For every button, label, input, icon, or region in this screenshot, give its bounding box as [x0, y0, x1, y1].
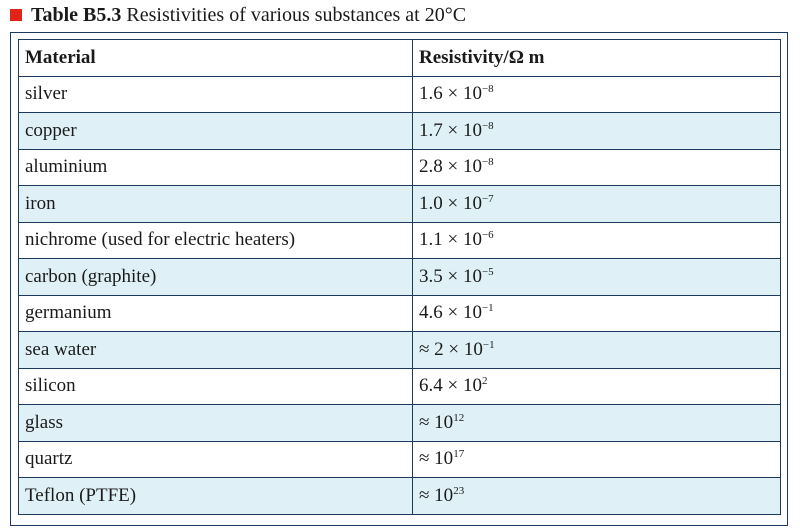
resistivity-cell: 1.6 × 10−8: [412, 75, 781, 113]
table-title: Resistivities of various substances at 2…: [126, 3, 467, 26]
resistivity-exponent: −6: [481, 229, 494, 242]
table-row: nichrome (used for electric heaters) 1.1 …: [18, 221, 781, 259]
resistivity-cell: ≈ 1023: [412, 477, 781, 515]
table-row: Teflon (PTFE) ≈ 1023: [18, 477, 781, 515]
resistivity-exponent: 12: [453, 411, 465, 424]
resistivity-value: 1.0 × 10: [419, 192, 482, 214]
resistivity-value: 4.6 × 10: [419, 302, 482, 324]
table-row: germanium 4.6 × 10−1: [18, 294, 781, 332]
resistivity-cell: 6.4 × 102: [412, 367, 781, 405]
material-cell: silver: [18, 75, 413, 113]
table-row: iron 1.0 × 10−7: [18, 185, 781, 223]
resistivity-exponent: 2: [481, 375, 488, 388]
material-cell: Teflon (PTFE): [18, 477, 413, 515]
table-caption: Table B5.3 Resistivities of various subs…: [10, 3, 466, 27]
resistivity-value: ≈ 10: [419, 448, 454, 470]
table-row: aluminium 2.8 × 10−8: [18, 148, 781, 186]
resistivity-table: Material Resistivity/Ω m silver 1.6 × 10−…: [18, 39, 781, 515]
resistivity-exponent: −8: [481, 119, 494, 132]
resistivity-exponent: 23: [453, 484, 465, 497]
resistivity-value: ≈ 10: [419, 411, 454, 433]
resistivity-cell: 1.1 × 10−6: [412, 221, 781, 259]
resistivity-value: ≈ 2 × 10: [419, 338, 483, 360]
resistivity-value: 1.6 × 10: [419, 83, 482, 105]
resistivity-cell: 1.0 × 10−7: [412, 185, 781, 223]
resistivity-exponent: −8: [481, 156, 494, 169]
material-cell: silicon: [18, 367, 413, 405]
material-cell: sea water: [18, 331, 413, 369]
material-cell: aluminium: [18, 148, 413, 186]
column-header-material: Material: [18, 39, 413, 77]
resistivity-cell: 2.8 × 10−8: [412, 148, 781, 186]
resistivity-cell: ≈ 1017: [412, 440, 781, 478]
column-header-resistivity: Resistivity/Ω m: [412, 39, 781, 77]
table-row: glass ≈ 1012: [18, 404, 781, 442]
table-row: silicon 6.4 × 102: [18, 367, 781, 405]
table-frame: Material Resistivity/Ω m silver 1.6 × 10−…: [10, 32, 788, 526]
resistivity-exponent: −8: [481, 83, 494, 96]
resistivity-cell: 1.7 × 10−8: [412, 112, 781, 150]
resistivity-cell: ≈ 2 × 10−1: [412, 331, 781, 369]
table-number: Table B5.3: [31, 3, 122, 26]
resistivity-exponent: −1: [482, 338, 495, 351]
resistivity-exponent: −7: [481, 192, 494, 205]
table-row: carbon (graphite) 3.5 × 10−5: [18, 258, 781, 296]
material-cell: quartz: [18, 440, 413, 478]
resistivity-cell: 4.6 × 10−1: [412, 294, 781, 332]
table-row: sea water ≈ 2 × 10−1: [18, 331, 781, 369]
material-cell: glass: [18, 404, 413, 442]
resistivity-value: 2.8 × 10: [419, 156, 482, 178]
table-row: quartz ≈ 1017: [18, 440, 781, 478]
resistivity-exponent: −5: [481, 265, 494, 278]
red-square-icon: [10, 9, 22, 21]
table-row: copper 1.7 × 10−8: [18, 112, 781, 150]
resistivity-value: 6.4 × 10: [419, 375, 482, 397]
resistivity-value: 1.7 × 10: [419, 119, 482, 141]
resistivity-exponent: 17: [453, 448, 465, 461]
table-row: silver 1.6 × 10−8: [18, 75, 781, 113]
material-cell: carbon (graphite): [18, 258, 413, 296]
material-cell: germanium: [18, 294, 413, 332]
material-cell: nichrome (used for electric heaters): [18, 221, 413, 259]
material-cell: iron: [18, 185, 413, 223]
resistivity-cell: 3.5 × 10−5: [412, 258, 781, 296]
header-row: Material Resistivity/Ω m: [18, 39, 781, 77]
resistivity-exponent: −1: [481, 302, 494, 315]
resistivity-value: 1.1 × 10: [419, 229, 482, 251]
material-cell: copper: [18, 112, 413, 150]
resistivity-value: 3.5 × 10: [419, 265, 482, 287]
resistivity-value: ≈ 10: [419, 484, 454, 506]
resistivity-cell: ≈ 1012: [412, 404, 781, 442]
